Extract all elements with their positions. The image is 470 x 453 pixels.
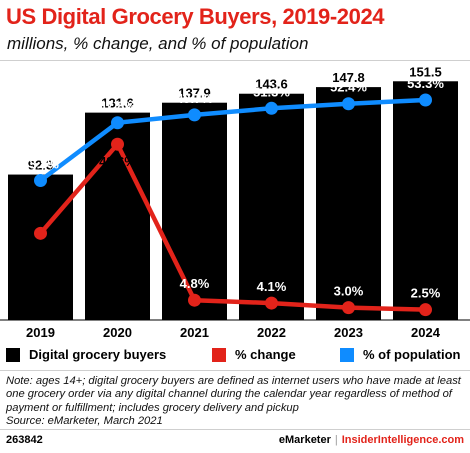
bar-2024 [393,81,458,320]
change-point-2023 [342,301,355,315]
population-label-2021: 49.7% [176,91,213,106]
brand-emarketer: eMarketer [278,434,331,446]
population-point-2021 [188,108,201,122]
legend-divider [0,370,470,371]
bar-2023 [316,87,381,320]
population-label-2023: 52.4% [330,80,367,95]
legend-item-buyers: Digital grocery buyers [6,347,166,362]
x-tick-2020: 2020 [103,325,132,340]
x-tick-2021: 2021 [180,325,209,340]
header-divider [0,60,470,61]
change-point-2020 [111,137,124,151]
bar-label-2022: 143.6 [255,77,288,92]
change-point-2019 [34,226,47,240]
change-point-2021 [188,293,201,307]
bar-2022 [239,93,304,320]
note-text: Note: ages 14+; digital grocery buyers a… [6,375,461,414]
population-point-2023 [342,97,355,111]
change-point-2022 [265,296,278,310]
x-tick-2019: 2019 [26,325,55,340]
change-label-2019: 21.0% [22,243,59,258]
population-label-2022: 51.3% [253,84,290,99]
legend-label-buyers: Digital grocery buyers [29,347,167,362]
change-label-2022: 4.1% [257,279,287,294]
chart-note: Note: ages 14+; digital grocery buyers a… [6,375,466,428]
population-label-2024: 53.3% [407,76,444,91]
brand-insider-intelligence: InsiderIntelligence.com [341,434,464,446]
x-tick-2024: 2024 [411,325,441,340]
population-point-2019 [34,174,47,188]
x-tick-2023: 2023 [334,325,363,340]
bar-label-2020: 131.6 [101,96,134,111]
legend-label-change: % change [235,347,296,362]
population-label-2019: 33.8% [22,157,59,172]
bar-2021 [162,102,227,320]
legend-swatch-change [212,347,226,362]
bar-label-2023: 147.8 [332,70,365,85]
change-label-2023: 3.0% [334,284,364,299]
chart-id: 263842 [6,434,43,446]
legend-swatch-buyers [6,347,20,362]
bar-label-2021: 137.9 [178,86,211,101]
bar-label-2024: 151.5 [409,64,442,79]
population-point-2024 [419,93,432,107]
legend-label-population: % of population [363,347,461,362]
footer-divider [0,429,470,430]
population-point-2022 [265,101,278,115]
change-label-2020: 42.6% [99,154,136,169]
change-label-2024: 2.5% [411,286,441,301]
legend-item-change: % change [212,347,296,362]
brand-separator: | [334,434,338,446]
chart-subtitle: millions, % change, and % of population [7,34,309,53]
x-tick-2022: 2022 [257,325,286,340]
change-label-2021: 4.8% [180,276,210,291]
population-point-2020 [111,116,124,130]
legend-swatch-population [340,347,354,362]
change-line [38,141,428,312]
source-text: Source: eMarketer, March 2021 [6,414,163,427]
footer-brand: eMarketer | InsiderIntelligence.com [279,434,464,446]
legend-item-population: % of population [340,347,460,362]
bar-2019 [8,174,73,320]
population-label-2020: 47.8% [99,99,136,114]
change-point-2024 [419,303,432,317]
chart-plot: 92.3 131.6 137.9 143.6 147.8 151.5 2019 2020 202… [0,64,470,340]
chart-legend: Digital grocery buyers % change % of pop… [0,347,470,365]
bar-label-2019: 92.3 [28,158,53,173]
population-line [38,97,428,183]
chart-title: US Digital Grocery Buyers, 2019-2024 [6,4,385,29]
